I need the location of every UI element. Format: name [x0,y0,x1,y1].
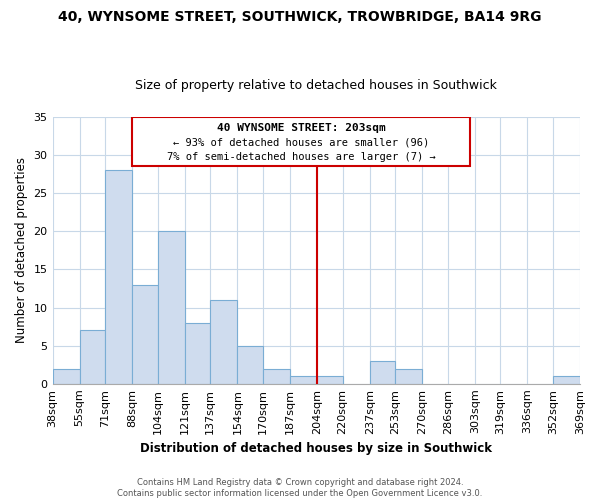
Bar [263,368,290,384]
X-axis label: Distribution of detached houses by size in Southwick: Distribution of detached houses by size … [140,442,492,455]
Text: ← 93% of detached houses are smaller (96): ← 93% of detached houses are smaller (96… [173,138,429,147]
Bar [290,376,317,384]
Bar [158,231,185,384]
Bar [185,323,211,384]
Text: 40, WYNSOME STREET, SOUTHWICK, TROWBRIDGE, BA14 9RG: 40, WYNSOME STREET, SOUTHWICK, TROWBRIDG… [58,10,542,24]
Title: Size of property relative to detached houses in Southwick: Size of property relative to detached ho… [136,79,497,92]
Text: 40 WYNSOME STREET: 203sqm: 40 WYNSOME STREET: 203sqm [217,122,386,132]
Bar [211,300,238,384]
Bar [105,170,132,384]
Bar [80,330,105,384]
Text: Contains HM Land Registry data © Crown copyright and database right 2024.
Contai: Contains HM Land Registry data © Crown c… [118,478,482,498]
Text: 7% of semi-detached houses are larger (7) →: 7% of semi-detached houses are larger (7… [167,152,436,162]
Bar [370,361,395,384]
Bar [395,368,422,384]
Y-axis label: Number of detached properties: Number of detached properties [15,158,28,344]
FancyBboxPatch shape [132,117,470,166]
Bar [317,376,343,384]
Bar [238,346,263,384]
Bar [132,284,158,384]
Bar [553,376,580,384]
Bar [53,368,80,384]
